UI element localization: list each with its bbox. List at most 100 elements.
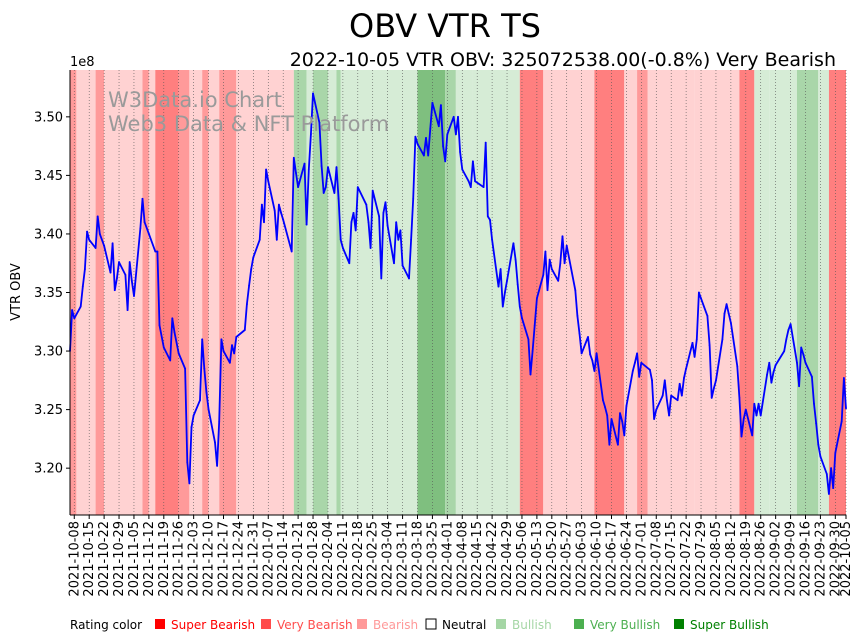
obv-data-point (103, 244, 106, 247)
obv-data-point (610, 418, 613, 420)
obv-data-point (201, 338, 204, 341)
obv-data-point (416, 142, 419, 145)
x-tick-label: 2021-12-24 (231, 521, 246, 597)
obv-data-point (158, 324, 161, 327)
obv-data-point (126, 309, 129, 311)
obv-data-point (190, 426, 193, 429)
obv-data-point (542, 274, 545, 276)
obv-data-point (169, 359, 172, 362)
obv-data-point (798, 385, 800, 388)
obv-data-point (802, 353, 805, 356)
series-layer (69, 92, 847, 495)
obv-data-point (715, 379, 717, 382)
obv-data-point (184, 367, 187, 370)
rating-band-31 (754, 70, 770, 515)
legend-item-bullish: Bullish (512, 618, 552, 632)
obv-data-point (454, 133, 457, 136)
obv-data-point (668, 414, 670, 417)
x-tick-label: 2022-09-09 (784, 521, 799, 597)
obv-data-point (143, 221, 146, 224)
obv-data-point (71, 309, 74, 311)
obv-data-point (623, 434, 626, 437)
obv-data-point (222, 350, 225, 352)
obv-data-point (683, 377, 685, 379)
x-tick-label: 2022-05-27 (560, 521, 575, 597)
obv-data-point (282, 218, 285, 221)
rating-band-22 (472, 70, 520, 515)
rating-band-30 (739, 70, 755, 515)
obv-data-point (395, 221, 398, 224)
obv-data-point (248, 284, 250, 287)
x-tick-label: 2022-05-20 (545, 521, 560, 597)
obv-data-point (109, 271, 112, 274)
legend-swatch-bearish (357, 619, 367, 629)
obv-data-point (772, 371, 775, 374)
y-tick-label: 3.20 (34, 462, 63, 477)
x-tick-label: 2022-04-29 (500, 521, 515, 597)
rating-band-0 (70, 70, 77, 515)
obv-data-point (504, 291, 506, 294)
rating-band-20 (445, 70, 456, 515)
legend-swatch-neutral (425, 618, 437, 630)
rating-band-15 (313, 70, 328, 515)
obv-data-point (425, 137, 427, 139)
obv-data-point (322, 192, 325, 194)
obv-data-point (171, 317, 174, 320)
obv-data-point (529, 373, 532, 376)
x-tick-label: 2022-03-18 (410, 521, 425, 597)
obv-data-point (744, 408, 747, 411)
x-tick-label: 2022-09-02 (769, 521, 784, 597)
obv-data-point (593, 370, 596, 372)
obv-data-point (81, 285, 84, 288)
rating-band-10 (208, 70, 220, 515)
obv-data-point (602, 399, 604, 402)
x-tick-label: 2022-09-23 (813, 521, 828, 597)
obv-data-point (518, 305, 521, 308)
obv-data-point (337, 197, 340, 200)
obv-data-point (124, 274, 127, 276)
obv-data-point (834, 452, 837, 454)
obv-data-point (796, 361, 798, 364)
obv-data-point (606, 414, 609, 417)
x-tick-label: 2022-07-01 (634, 521, 649, 597)
obv-data-point (444, 160, 447, 163)
obv-data-point (685, 367, 688, 370)
y-tick-label: 3.35 (34, 286, 63, 301)
obv-data-point (576, 315, 579, 317)
obv-data-point (810, 375, 813, 378)
obv-data-point (401, 264, 404, 267)
obv-data-point (88, 238, 91, 241)
obv-data-point (676, 399, 679, 402)
obv-data-point (393, 262, 395, 265)
obv-data-point (467, 180, 470, 183)
obv-data-point (819, 455, 822, 458)
obv-data-point (723, 312, 726, 315)
obv-data-point (154, 250, 157, 253)
obv-data-point (292, 156, 295, 159)
obv-data-point (469, 186, 472, 189)
obv-data-point (636, 352, 638, 355)
chart-subtitle: 2022-10-05 VTR OBV: 325072538.00(-0.8%) … (290, 49, 836, 71)
obv-data-point (817, 443, 820, 446)
rating-band-1 (76, 70, 96, 515)
obv-data-point (324, 186, 327, 189)
obv-data-point (497, 285, 500, 288)
obv-data-point (651, 379, 653, 382)
obv-data-point (663, 379, 666, 382)
obv-data-point (589, 353, 592, 356)
obv-data-point (156, 250, 159, 253)
rating-band-7 (178, 70, 190, 515)
obv-data-point (265, 168, 268, 171)
obv-data-point (712, 387, 715, 390)
obv-data-point (295, 172, 297, 174)
obv-data-point (94, 247, 97, 249)
y-tick-label: 3.30 (34, 345, 63, 360)
obv-data-point (214, 441, 216, 444)
x-tick-label: 2022-02-18 (351, 521, 366, 597)
obv-data-point (574, 289, 577, 292)
rating-band-12 (236, 70, 294, 515)
rating-band-16 (327, 70, 337, 515)
y-tick-label: 3.25 (34, 403, 63, 418)
obv-data-point (228, 361, 231, 364)
obv-data-point (147, 233, 150, 235)
